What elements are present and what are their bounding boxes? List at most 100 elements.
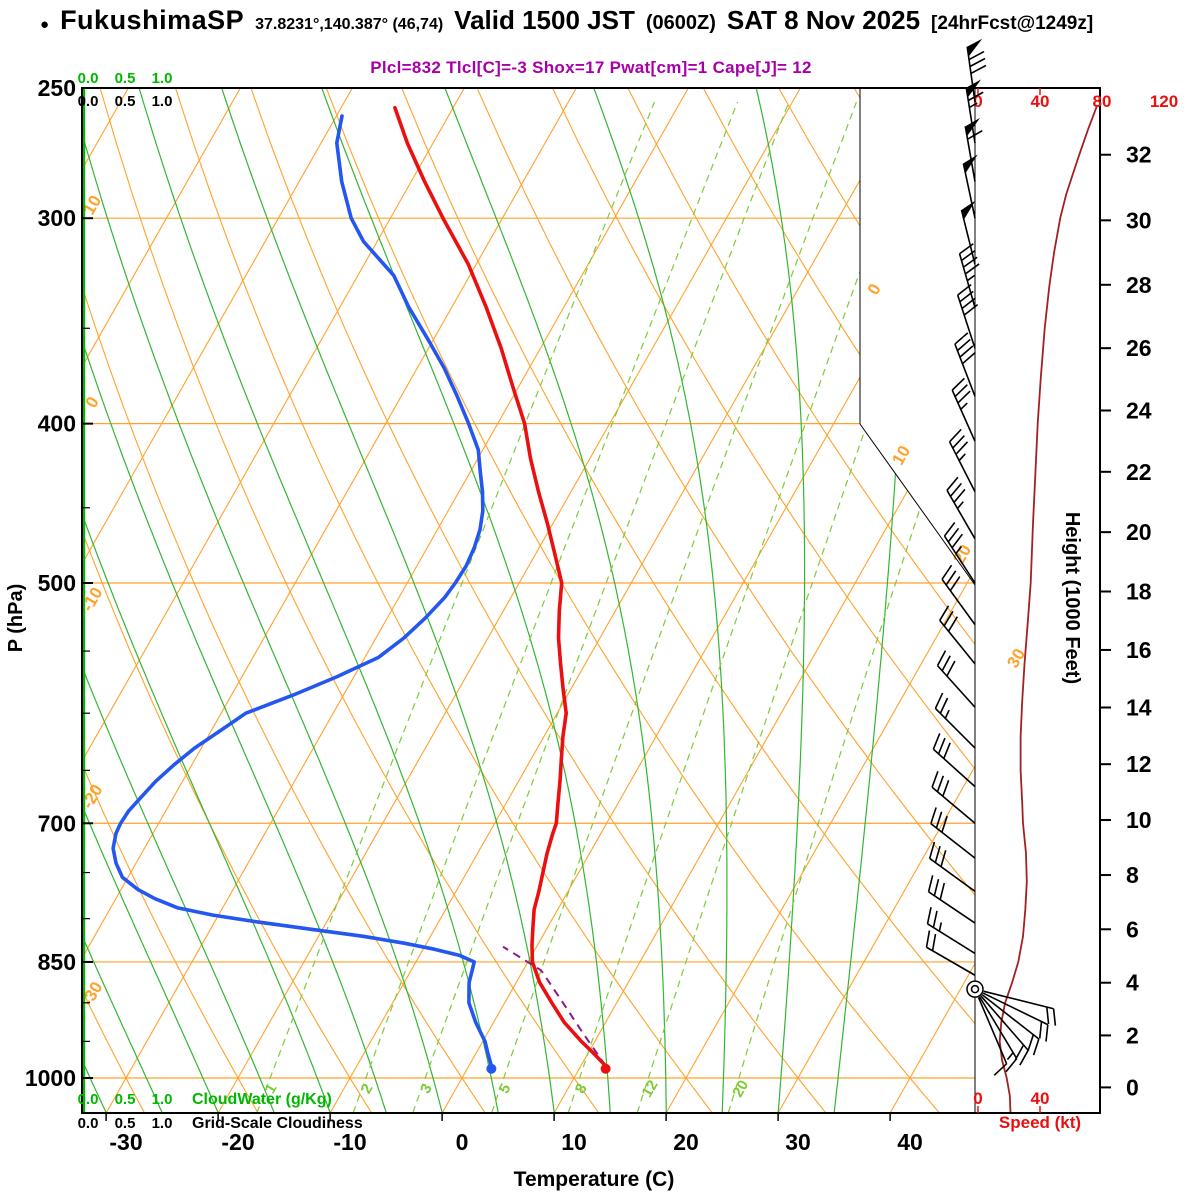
- isotherm-line: [217, 88, 801, 1113]
- wind-barb-full: [1046, 1006, 1050, 1025]
- speed-top-label: 120: [1150, 92, 1178, 111]
- mixing-ratio-label: 12: [639, 1077, 662, 1100]
- cloudwater-top-label: 0.0: [78, 70, 99, 87]
- wind-barb-full: [964, 263, 980, 275]
- wind-barb-staff: [946, 489, 976, 540]
- wind-barb-half: [966, 274, 976, 282]
- wind-barb-staff: [977, 997, 1008, 1065]
- wind-barb-staff: [983, 990, 1054, 1010]
- wind-barb-full: [952, 435, 965, 449]
- dry-adiabat-line: [99, 88, 600, 1113]
- moist-adiabat-line: [82, 88, 275, 1113]
- wind-barb-full: [1038, 1021, 1043, 1039]
- height-tick-label: 2: [1126, 1022, 1139, 1048]
- station-name: FukushimaSP: [60, 5, 245, 35]
- moist-adiabat-line: [82, 88, 443, 1113]
- height-tick-label: 28: [1126, 272, 1152, 298]
- wind-barb-full: [961, 297, 976, 310]
- wind-barb-staff: [954, 343, 976, 397]
- dry-adiabat-line: [627, 88, 975, 1113]
- wind-barb-full: [1005, 1058, 1018, 1073]
- wind-barb-full: [961, 249, 976, 262]
- wind-barb-full: [941, 655, 951, 672]
- mixing-ratio-line: [256, 101, 655, 1113]
- wind-barb-half: [958, 453, 966, 462]
- wind-barb-staff: [926, 946, 976, 976]
- wind-barb-half: [968, 102, 978, 109]
- wind-barb-full: [941, 815, 948, 833]
- wind-barb-full: [956, 338, 971, 352]
- wind-barb-half: [955, 545, 962, 555]
- station-bullet-icon: ●: [40, 16, 50, 33]
- wind-barb-full: [934, 692, 944, 709]
- wind-barb-staff: [931, 786, 976, 824]
- isotherm-line: [329, 88, 913, 1113]
- pressure-tick-label: 1000: [25, 1065, 76, 1091]
- dry-adiabat-line: [1005, 88, 1200, 1113]
- wind-barb-staff: [934, 707, 976, 749]
- wind-barb-half: [944, 709, 950, 719]
- surface-temperature-dot: [600, 1063, 611, 1074]
- wind-barb-pennant: [963, 154, 978, 174]
- mixing-ratio-line: [727, 101, 975, 1113]
- wind-barb-full: [934, 845, 941, 863]
- wind-barb-full: [943, 521, 956, 537]
- moist-adiabat-line: [755, 88, 806, 1113]
- isotherm-line: [553, 88, 975, 1113]
- wind-barb-staff: [932, 748, 976, 788]
- isotherm-line: [889, 88, 975, 1113]
- moist-adiabat-line: [138, 88, 499, 1113]
- height-tick-label: 14: [1126, 695, 1152, 721]
- dry-adiabat-line: [82, 88, 486, 1113]
- cloudiness-bottom-label: 0.5: [115, 1115, 136, 1132]
- wind-barb-full: [949, 482, 963, 497]
- cloudiness-bottom-label: 1.0: [152, 1115, 173, 1132]
- temp-tick-label: -30: [109, 1129, 142, 1155]
- wind-barb-full: [953, 488, 966, 503]
- wind-barb-staff: [962, 163, 976, 219]
- wind-barb-full: [957, 284, 972, 296]
- cloudwater-bottom-label: 1.0: [152, 1091, 173, 1108]
- wind-barb-full: [1045, 1024, 1049, 1042]
- station-circle-inner: [970, 984, 980, 994]
- wind-barb-full: [969, 57, 986, 68]
- wind-barb-full: [939, 697, 949, 714]
- speed-top-label: 80: [1093, 92, 1112, 111]
- isotherm-label-right: 10: [888, 442, 914, 468]
- mixing-ratio-label: 3: [417, 1081, 436, 1097]
- wind-barb-full: [947, 527, 960, 543]
- wind-barb-full: [951, 377, 966, 391]
- wind-barb-pennant: [965, 117, 980, 137]
- wind-barb-full: [967, 91, 984, 102]
- cloudwater-bottom-label: 0.0: [78, 1091, 99, 1108]
- height-tick-label: 16: [1126, 637, 1152, 663]
- wind-barb-full: [935, 811, 943, 829]
- wind-barb-staff: [941, 578, 976, 626]
- wind-barb-staff: [928, 891, 976, 924]
- pressure-tick-label: 500: [38, 570, 76, 596]
- dry-adiabat-line: [82, 88, 145, 1113]
- wind-barb-staff: [964, 126, 976, 182]
- cloudwater-bottom-label: 0.5: [115, 1091, 136, 1108]
- wind-barbs: [925, 38, 1057, 1076]
- temp-axis-title: Temperature (C): [514, 1168, 675, 1191]
- mixing-ratio-label: 5: [496, 1081, 515, 1097]
- isotherm-line: [665, 88, 975, 1113]
- wind-barb-full: [954, 384, 968, 398]
- pressure-axis-title: P (hPa): [5, 584, 27, 653]
- isotherm-line: [82, 88, 465, 1113]
- wind-barb-half: [956, 501, 964, 510]
- wind-barb-full: [946, 660, 956, 677]
- pressure-tick-label: 400: [38, 411, 76, 437]
- pressure-tick-label: 300: [38, 205, 76, 231]
- wind-barb-full: [959, 290, 974, 303]
- height-tick-label: 18: [1126, 579, 1152, 605]
- temp-tick-label: 30: [785, 1129, 811, 1155]
- dry-adiabat-line: [250, 88, 827, 1113]
- wind-barb-pennant: [966, 79, 982, 98]
- wind-barb-pennant: [967, 38, 983, 57]
- wind-barb-staff: [978, 996, 1018, 1059]
- forecast-tag: [24hrFcst@1249z]: [931, 13, 1094, 34]
